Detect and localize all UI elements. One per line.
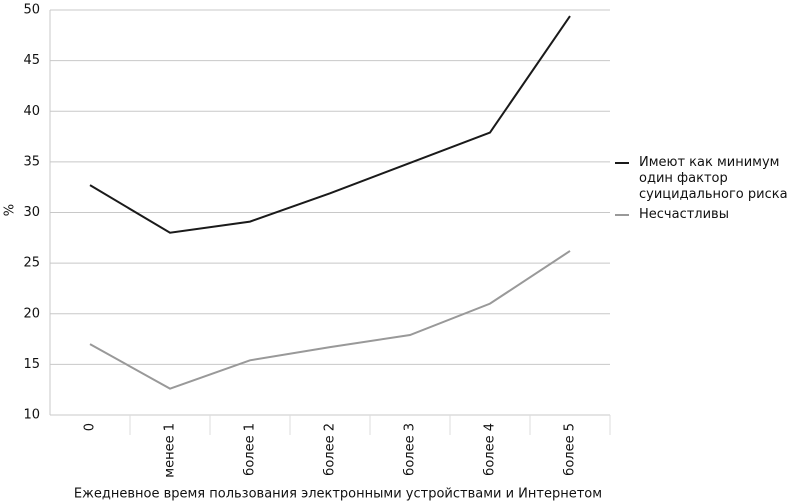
x-tick-label: более 5 [563, 423, 578, 476]
y-tick-label: 20 [23, 306, 40, 321]
series-line [89, 15, 571, 234]
y-tick-label: 25 [23, 256, 40, 271]
legend-label: Несчастливы [639, 207, 729, 222]
legend-swatch [615, 162, 629, 164]
x-tick-label: менее 1 [163, 423, 178, 478]
y-tick-label: 45 [23, 53, 40, 68]
y-tick-label: 35 [23, 154, 40, 169]
legend-swatch [615, 214, 629, 216]
legend-label: Имеют как минимум один фактор суицидальн… [639, 155, 788, 202]
y-tick-label: 15 [23, 357, 40, 372]
y-tick-label: 40 [23, 104, 40, 119]
legend-item: Несчастливы [615, 207, 789, 223]
x-tick-label: более 3 [403, 423, 418, 476]
x-axis-title: Ежедневное время пользования электронным… [74, 487, 602, 502]
x-tick-label: более 1 [243, 423, 258, 476]
x-tick-label: более 4 [483, 423, 498, 476]
y-tick-label: 50 [23, 3, 40, 18]
x-tick-label: 0 [83, 423, 98, 431]
y-tick-label: 10 [23, 408, 40, 423]
y-axis-title: % [3, 204, 18, 216]
legend-item: Имеют как минимум один фактор суицидальн… [615, 155, 789, 203]
y-tick-label: 30 [23, 205, 40, 220]
x-tick-label: более 2 [323, 423, 338, 476]
series-line [89, 250, 571, 390]
